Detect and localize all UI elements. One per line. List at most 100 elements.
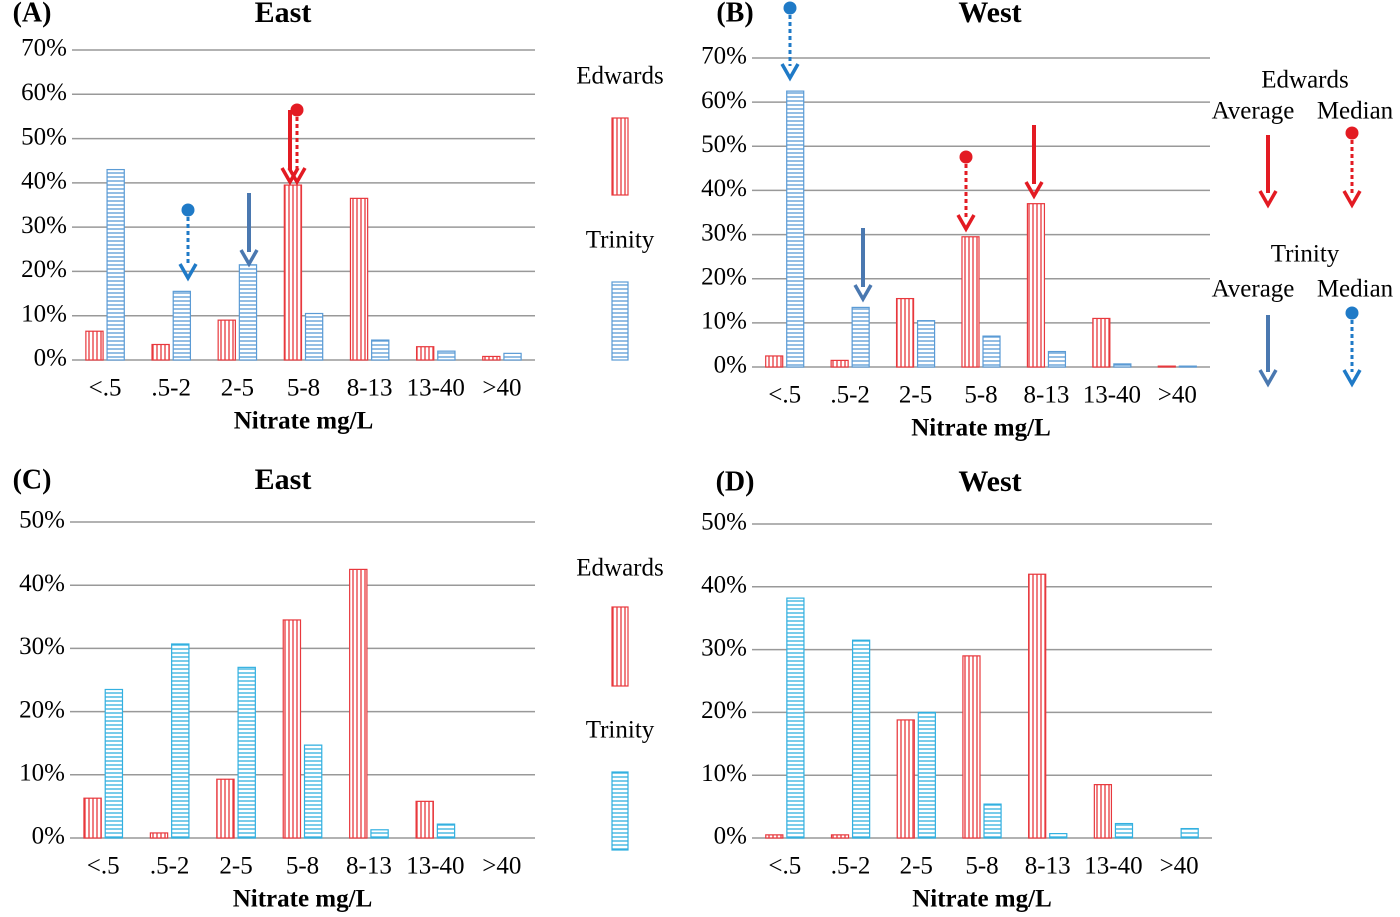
x-tick-label: <.5	[768, 382, 801, 409]
bar	[282, 619, 302, 839]
x-tick-label: 2-5	[900, 853, 933, 880]
chart-title: East	[255, 0, 312, 29]
x-tick-label: 13-40	[407, 375, 465, 402]
x-tick-label: 13-40	[406, 853, 464, 880]
y-tick-label: 20%	[21, 256, 67, 283]
arrow-dot	[1345, 126, 1359, 140]
arrow-dot	[290, 103, 304, 117]
x-axis-label: Nitrate mg/L	[911, 415, 1051, 442]
chart-title: West	[958, 0, 1021, 29]
legend-label: Edwards	[576, 555, 663, 582]
x-tick-label: 2-5	[219, 853, 252, 880]
y-tick-label: 40%	[701, 175, 747, 202]
bar	[370, 829, 389, 839]
bar	[1157, 365, 1176, 368]
y-tick-label: 70%	[21, 35, 67, 62]
x-tick-label: 8-13	[347, 375, 393, 402]
arrow-head	[1342, 190, 1362, 209]
bar	[1114, 822, 1134, 839]
panel-label: (D)	[716, 466, 755, 497]
bar	[830, 834, 850, 839]
legend-label: Average	[1212, 98, 1295, 125]
bar	[503, 352, 522, 361]
bar	[786, 597, 805, 839]
bar	[216, 778, 235, 839]
y-tick-label: 30%	[701, 634, 747, 661]
y-tick-label: 50%	[701, 509, 747, 536]
bar	[149, 832, 169, 839]
y-tick-label: 0%	[714, 823, 747, 850]
bar	[171, 643, 190, 839]
bar	[237, 666, 256, 839]
arrow-dot	[783, 1, 797, 15]
legend-label: Average	[1212, 276, 1295, 303]
bar	[437, 350, 456, 361]
bar	[983, 803, 1002, 839]
legend-group: Edwards	[1261, 67, 1348, 94]
arrow-head	[239, 249, 259, 268]
bar	[851, 639, 871, 839]
bar	[895, 297, 915, 368]
arrow-head	[956, 214, 976, 233]
bar	[896, 719, 915, 839]
x-tick-label: 13-40	[1084, 853, 1142, 880]
arrow-head	[1024, 181, 1044, 200]
bar	[83, 797, 102, 839]
x-tick-label: >40	[482, 853, 521, 880]
arrow-dot	[181, 203, 195, 217]
arrow-head	[1258, 190, 1278, 209]
bar	[851, 306, 870, 368]
bar	[349, 568, 368, 839]
bar	[104, 688, 124, 839]
bar	[1028, 573, 1047, 839]
x-tick-label: <.5	[89, 375, 122, 402]
bar	[436, 823, 456, 839]
bar	[1092, 317, 1111, 368]
bar	[765, 355, 784, 368]
x-tick-label: 5-8	[287, 375, 320, 402]
bar	[1026, 203, 1046, 368]
arrow-dot	[1345, 306, 1359, 320]
bar	[172, 290, 192, 361]
y-tick-label: 40%	[19, 570, 65, 597]
x-axis-label: Nitrate mg/L	[233, 886, 373, 913]
y-tick-label: 10%	[21, 300, 67, 327]
y-tick-label: 60%	[701, 87, 747, 114]
bar	[962, 655, 981, 839]
bar	[482, 355, 501, 361]
arrow-head	[1342, 369, 1362, 388]
bar	[830, 359, 849, 368]
y-tick-label: 0%	[34, 345, 67, 372]
x-tick-label: <.5	[87, 853, 120, 880]
bar	[85, 330, 104, 361]
y-tick-label: 60%	[21, 79, 67, 106]
y-tick-label: 30%	[21, 212, 67, 239]
y-tick-label: 20%	[701, 697, 747, 724]
x-tick-label: >40	[482, 375, 521, 402]
x-tick-label: 2-5	[221, 375, 254, 402]
bar	[371, 339, 390, 361]
bar	[106, 168, 125, 361]
arrow-dot	[959, 150, 973, 164]
x-tick-label: >40	[1160, 853, 1199, 880]
y-tick-label: 30%	[19, 633, 65, 660]
bar	[238, 264, 258, 361]
bar	[786, 90, 805, 368]
y-tick-label: 20%	[701, 263, 747, 290]
bar	[151, 343, 170, 361]
arrow-head	[287, 167, 307, 186]
bar	[1180, 827, 1199, 839]
x-tick-label: 2-5	[899, 382, 932, 409]
y-tick-label: 10%	[19, 760, 65, 787]
chart-title: East	[255, 463, 312, 496]
legend-label: Median	[1317, 276, 1394, 303]
legend-label: Median	[1317, 98, 1394, 125]
x-tick-label: >40	[1158, 382, 1197, 409]
legend-swatch	[611, 606, 629, 687]
y-tick-label: 0%	[714, 352, 747, 379]
y-tick-label: 40%	[21, 168, 67, 195]
arrow-head	[178, 263, 198, 282]
bar	[916, 320, 936, 368]
x-tick-label: .5-2	[830, 382, 870, 409]
panel-label: (B)	[716, 0, 753, 28]
